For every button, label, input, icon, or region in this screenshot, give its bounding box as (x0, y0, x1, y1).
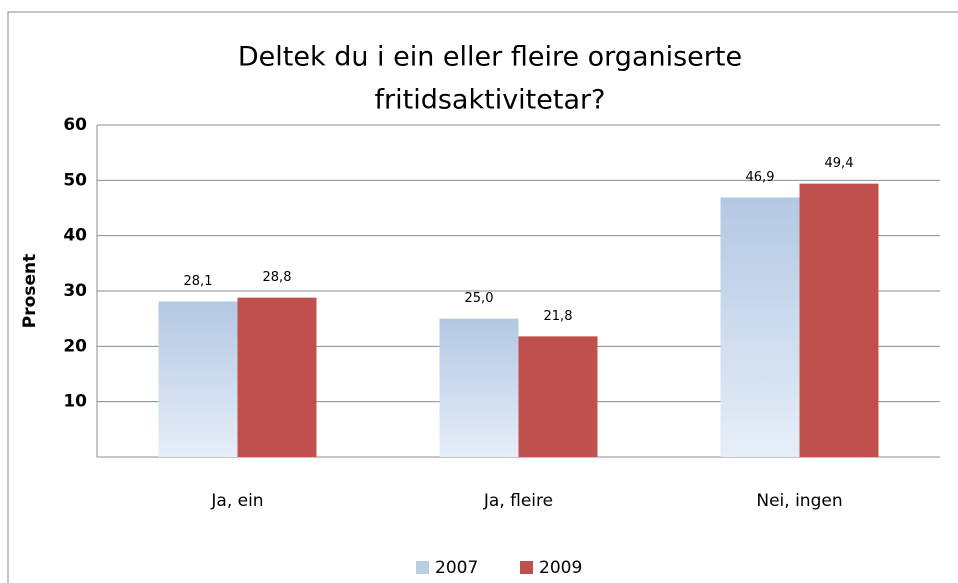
bar (439, 318, 519, 457)
value-label: 28,1 (184, 274, 213, 289)
y-tick-label: 30 (63, 281, 87, 301)
x-tick-label: Ja, ein (210, 491, 263, 511)
y-tick-label: 50 (63, 170, 87, 190)
chart-title: fritidsaktivitetar? (375, 85, 606, 116)
bar (158, 301, 238, 457)
chart-title: Deltek du i ein eller fleire organiserte (238, 42, 742, 73)
legend-swatch (416, 561, 429, 574)
y-tick-label: 40 (63, 226, 87, 246)
y-tick-label: 10 (63, 392, 87, 412)
y-axis-label: Prosent (20, 254, 40, 328)
value-label: 28,8 (263, 270, 292, 285)
x-tick-label: Ja, fleire (483, 491, 553, 511)
value-label: 21,8 (544, 309, 573, 324)
legend-label: 2009 (539, 558, 582, 578)
legend-label: 2007 (435, 558, 478, 578)
bar (237, 297, 317, 457)
value-label: 25,0 (465, 291, 494, 306)
bar (720, 197, 800, 457)
y-tick-label: 20 (63, 336, 87, 356)
y-tick-label: 60 (63, 115, 87, 135)
value-label: 46,9 (746, 170, 775, 185)
value-label: 49,4 (825, 156, 854, 171)
x-tick-label: Nei, ingen (756, 491, 842, 511)
bar (518, 336, 598, 457)
bar (799, 183, 879, 458)
legend-swatch (520, 561, 533, 574)
